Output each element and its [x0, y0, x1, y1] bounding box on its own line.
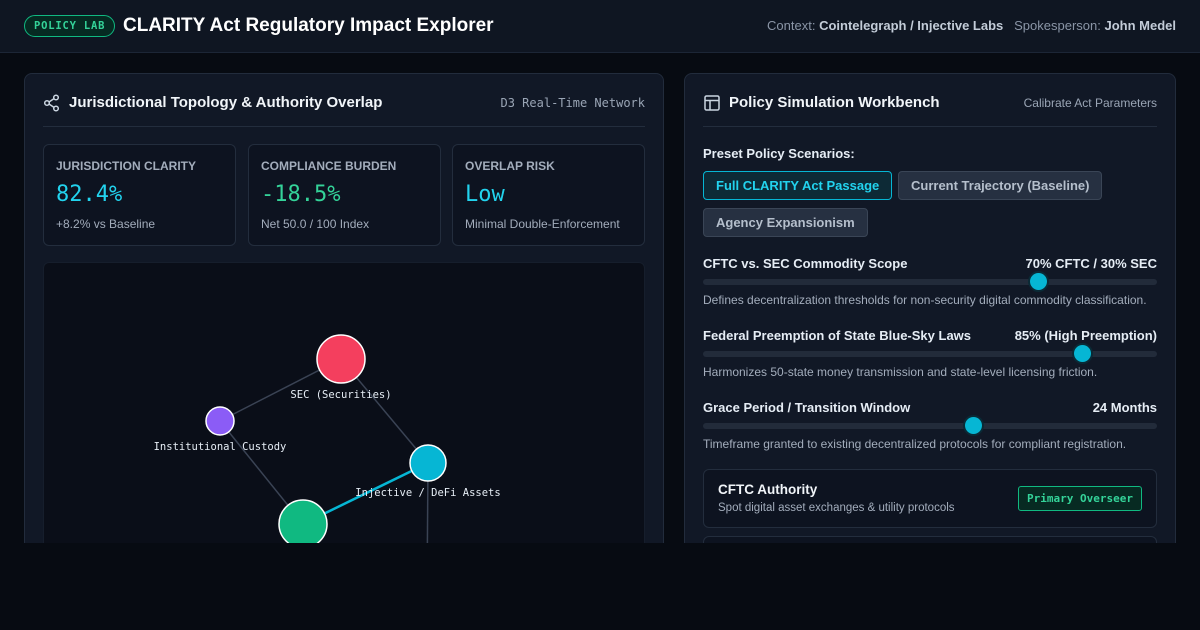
authority-card-cftc: CFTC Authority Spot digital asset exchan… [703, 469, 1157, 528]
top-bar: POLICY LAB CLARITY Act Regulatory Impact… [0, 0, 1200, 53]
authority-sub: Spot digital asset exchanges & utility p… [718, 502, 955, 514]
node-injective-defi[interactable] [409, 444, 447, 482]
node-label-custody: Institutional Custody [154, 441, 287, 453]
slider-preemption[interactable] [703, 345, 1157, 362]
primary-overseer-badge: Primary Overseer [1018, 486, 1142, 511]
slider-thumb[interactable] [964, 417, 982, 434]
stat-value: -18.5% [261, 182, 341, 207]
topology-panel-title: Jurisdictional Topology & Authority Over… [69, 94, 383, 111]
scenario-full-clarity-button[interactable]: Full CLARITY Act Passage [703, 171, 893, 200]
scenario-agency-expansionism-button[interactable]: Agency Expansionism [703, 208, 868, 237]
slider-desc-preemption: Harmonizes 50-state money transmission a… [703, 365, 1098, 379]
node-institutional-custody[interactable] [205, 406, 235, 436]
slider-label-grace-period: Grace Period / Transition Window [703, 400, 911, 415]
node-sec[interactable] [316, 334, 366, 384]
scenarios-label: Preset Policy Scenarios: [703, 146, 855, 161]
workbench-panel-header: Policy Simulation Workbench Calibrate Ac… [703, 74, 1157, 127]
slider-thumb[interactable] [1074, 345, 1092, 362]
slider-desc-commodity-scope: Defines decentralization thresholds for … [703, 293, 1147, 307]
spokesperson-value: John Medel [1104, 18, 1176, 33]
authority-title: CFTC Authority [718, 482, 818, 497]
stat-sub: Net 50.0 / 100 Index [261, 217, 370, 231]
topology-panel-header: Jurisdictional Topology & Authority Over… [43, 74, 645, 127]
node-cftc[interactable] [278, 499, 328, 549]
stat-sub: +8.2% vs Baseline [56, 217, 156, 231]
context-value: Cointelegraph / Injective Labs [819, 18, 1004, 33]
stat-value: Low [465, 182, 505, 207]
stat-label: JURISDICTION CLARITY [56, 159, 197, 173]
slider-value-preemption: 85% (High Preemption) [1014, 328, 1157, 343]
stat-sub: Minimal Double-Enforcement [465, 217, 620, 231]
share-network-icon [43, 94, 60, 112]
calibrate-label: Calibrate Act Parameters [1023, 96, 1157, 110]
layout-icon [704, 95, 720, 111]
scenario-baseline-button[interactable]: Current Trajectory (Baseline) [898, 171, 1103, 200]
stat-value: 82.4% [56, 182, 123, 207]
slider-value-commodity-scope: 70% CFTC / 30% SEC [1025, 256, 1158, 271]
node-label-sec: SEC (Securities) [290, 389, 391, 401]
slider-label-commodity-scope: CFTC vs. SEC Commodity Scope [703, 256, 908, 271]
jurisdiction-network-graph[interactable]: SEC (Securities) Institutional Custody I… [43, 262, 646, 573]
policy-lab-badge: POLICY LAB [24, 15, 116, 37]
stat-label: COMPLIANCE BURDEN [261, 159, 397, 173]
context-label: Context: [767, 18, 816, 33]
context-info: Context: Cointelegraph / Injective Labs … [767, 18, 1176, 33]
stat-label: OVERLAP RISK [465, 159, 555, 173]
stat-card-compliance-burden: COMPLIANCE BURDEN -18.5% Net 50.0 / 100 … [248, 144, 441, 246]
network-mode-label: D3 Real-Time Network [500, 96, 646, 110]
slider-label-preemption: Federal Preemption of State Blue-Sky Law… [703, 328, 972, 343]
workbench-panel-title: Policy Simulation Workbench [729, 94, 940, 111]
node-label-defi: Injective / DeFi Assets [355, 487, 500, 499]
slider-desc-grace-period: Timeframe granted to existing decentrali… [703, 437, 1127, 451]
spokesperson-label: Spokesperson: [1014, 18, 1101, 33]
topology-panel: Jurisdictional Topology & Authority Over… [24, 73, 664, 573]
app-title: CLARITY Act Regulatory Impact Explorer [123, 15, 494, 36]
stat-card-overlap-risk: OVERLAP RISK Low Minimal Double-Enforcem… [452, 144, 645, 246]
bottom-mask [0, 543, 1200, 630]
network-svg[interactable]: SEC (Securities) Institutional Custody I… [44, 263, 646, 573]
workbench-panel: Policy Simulation Workbench Calibrate Ac… [684, 73, 1176, 573]
slider-thumb[interactable] [1030, 273, 1048, 290]
slider-value-grace-period: 24 Months [1092, 400, 1157, 415]
slider-commodity-scope[interactable] [703, 273, 1157, 290]
stat-card-jurisdiction-clarity: JURISDICTION CLARITY 82.4% +8.2% vs Base… [43, 144, 236, 246]
slider-grace-period[interactable] [703, 417, 1157, 434]
